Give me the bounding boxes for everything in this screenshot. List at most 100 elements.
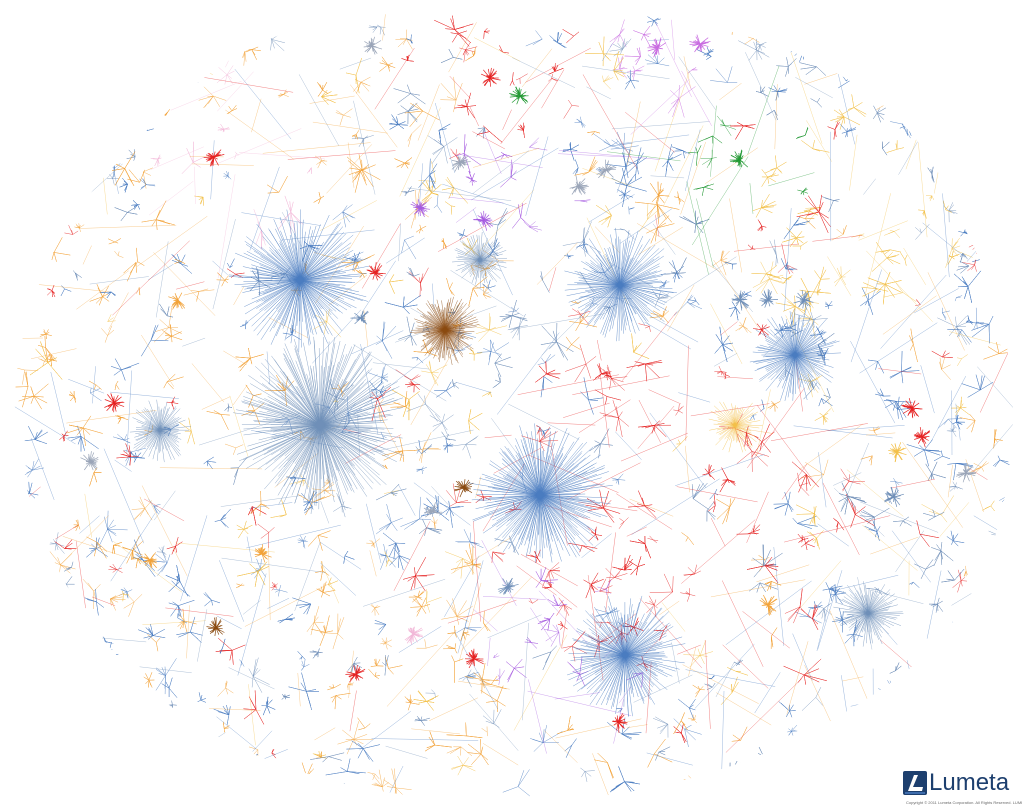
network-link [926, 56, 950, 102]
node-cluster [748, 582, 778, 593]
node-cluster [867, 359, 885, 374]
network-link [955, 122, 987, 161]
node-cluster [385, 656, 403, 675]
node-cluster [868, 426, 881, 436]
network-link [497, 332, 560, 415]
node-cluster [788, 37, 821, 62]
node-cluster [574, 116, 586, 128]
network-link [710, 105, 717, 177]
network-link [110, 513, 156, 582]
node-cluster [963, 112, 977, 129]
network-link [938, 132, 951, 162]
network-link [50, 371, 67, 437]
node-cluster [165, 769, 190, 789]
node-cluster [415, 224, 427, 234]
network-link [448, 22, 477, 73]
cluster-knot [206, 617, 225, 637]
node-cluster [702, 464, 715, 480]
node-cluster [860, 287, 881, 316]
node-cluster [50, 173, 61, 185]
node-cluster [982, 249, 997, 254]
node-cluster [466, 669, 477, 688]
node-cluster [752, 544, 783, 578]
node-cluster [747, 557, 779, 583]
network-link [849, 134, 858, 191]
node-cluster [548, 63, 564, 75]
node-cluster [375, 321, 397, 359]
network-link [773, 546, 784, 646]
network-link [655, 22, 692, 97]
node-cluster [240, 46, 262, 60]
network-link [685, 345, 689, 441]
node-cluster [97, 22, 105, 39]
copyright-notice: Copyright © 2011 Lumeta Corporation. All… [906, 800, 1022, 805]
node-cluster [757, 219, 767, 232]
node-cluster [266, 175, 288, 194]
network-link [241, 212, 321, 226]
network-link [371, 738, 479, 741]
node-cluster [306, 606, 325, 637]
network-link [952, 621, 970, 637]
node-cluster [183, 760, 208, 791]
network-link [294, 542, 321, 611]
node-cluster [217, 680, 234, 697]
network-link [163, 732, 226, 774]
node-cluster [932, 714, 947, 734]
node-cluster [29, 643, 36, 651]
node-cluster [313, 192, 325, 204]
node-cluster [833, 518, 845, 533]
node-cluster [203, 456, 217, 470]
node-cluster [203, 592, 221, 607]
network-link [454, 631, 498, 709]
node-cluster [468, 409, 483, 434]
node-cluster [107, 314, 116, 322]
node-cluster [444, 201, 456, 215]
cluster-knot [104, 393, 125, 413]
network-link [541, 69, 565, 109]
node-cluster [838, 66, 862, 89]
network-link [385, 745, 428, 759]
node-cluster [661, 257, 687, 275]
node-cluster [411, 357, 424, 364]
network-link [482, 743, 519, 766]
network-link [267, 598, 290, 609]
node-cluster [32, 656, 47, 666]
node-cluster [827, 121, 840, 140]
node-cluster [751, 265, 782, 283]
node-cluster [330, 692, 351, 710]
node-cluster [524, 636, 538, 649]
node-cluster [787, 724, 798, 736]
node-cluster [389, 114, 408, 130]
network-link [448, 197, 504, 204]
network-link [90, 688, 105, 746]
node-cluster [335, 108, 353, 126]
node-cluster [130, 709, 145, 722]
node-cluster [587, 131, 600, 136]
network-link [14, 90, 67, 101]
node-cluster [97, 22, 105, 39]
node-cluster [30, 214, 45, 227]
node-cluster [490, 339, 510, 360]
network-link [472, 150, 530, 194]
node-cluster [224, 443, 244, 455]
network-link [922, 222, 966, 258]
network-link [309, 95, 355, 104]
node-cluster [251, 558, 266, 579]
node-cluster [389, 114, 408, 130]
network-link [251, 98, 262, 133]
node-cluster [31, 732, 48, 743]
node-cluster [90, 131, 110, 153]
network-link [768, 172, 815, 187]
network-link [685, 129, 701, 192]
node-cluster [564, 253, 574, 259]
node-cluster [74, 223, 85, 233]
node-cluster [44, 59, 54, 70]
node-cluster [797, 187, 808, 196]
node-cluster [163, 374, 184, 390]
node-cluster [500, 159, 517, 188]
node-cluster [681, 775, 697, 795]
network-link [930, 376, 966, 443]
node-cluster [235, 348, 264, 372]
node-cluster [155, 658, 177, 695]
node-cluster [830, 37, 860, 61]
